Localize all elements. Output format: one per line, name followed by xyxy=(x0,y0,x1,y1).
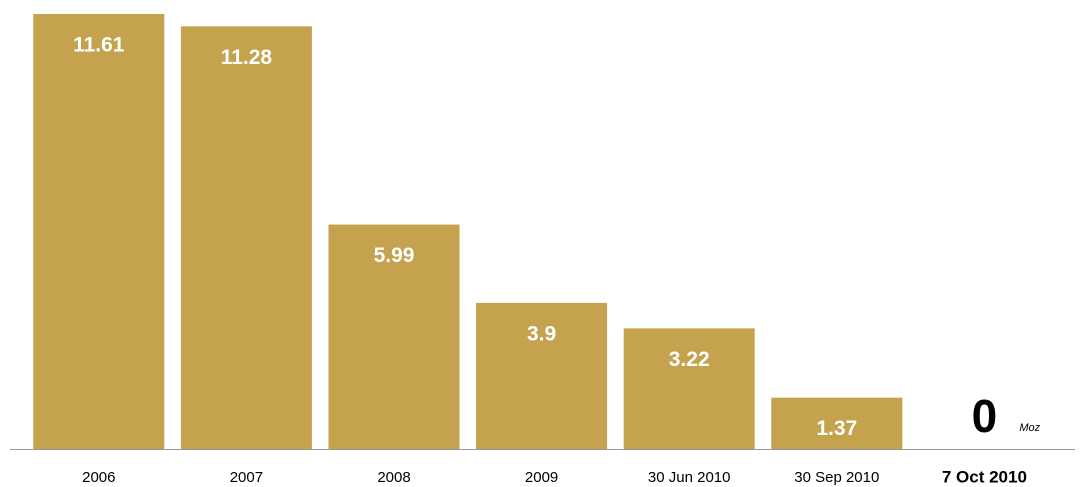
value-label: 0 xyxy=(972,390,998,442)
bar xyxy=(476,302,608,449)
bar xyxy=(623,328,755,449)
value-label: 1.37 xyxy=(816,417,857,440)
value-label: 3.22 xyxy=(669,348,710,371)
x-tick-label: 2009 xyxy=(525,469,558,486)
x-tick-label: 2006 xyxy=(82,469,115,486)
value-label: 11.28 xyxy=(221,46,273,69)
bar xyxy=(328,224,460,449)
value-label: 3.9 xyxy=(527,322,556,345)
x-tick-label: 7 Oct 2010 xyxy=(942,467,1027,486)
x-tick-label: 30 Jun 2010 xyxy=(648,469,731,486)
x-tick-label: 30 Sep 2010 xyxy=(794,469,879,486)
value-label: 11.61 xyxy=(73,34,125,57)
bar xyxy=(33,14,165,449)
x-tick-label: 2008 xyxy=(377,469,410,486)
bar xyxy=(180,26,312,449)
bar xyxy=(771,397,903,449)
x-tick-label: 2007 xyxy=(230,469,263,486)
unit-label: Moz xyxy=(1019,422,1040,434)
value-label: 5.99 xyxy=(374,244,415,267)
